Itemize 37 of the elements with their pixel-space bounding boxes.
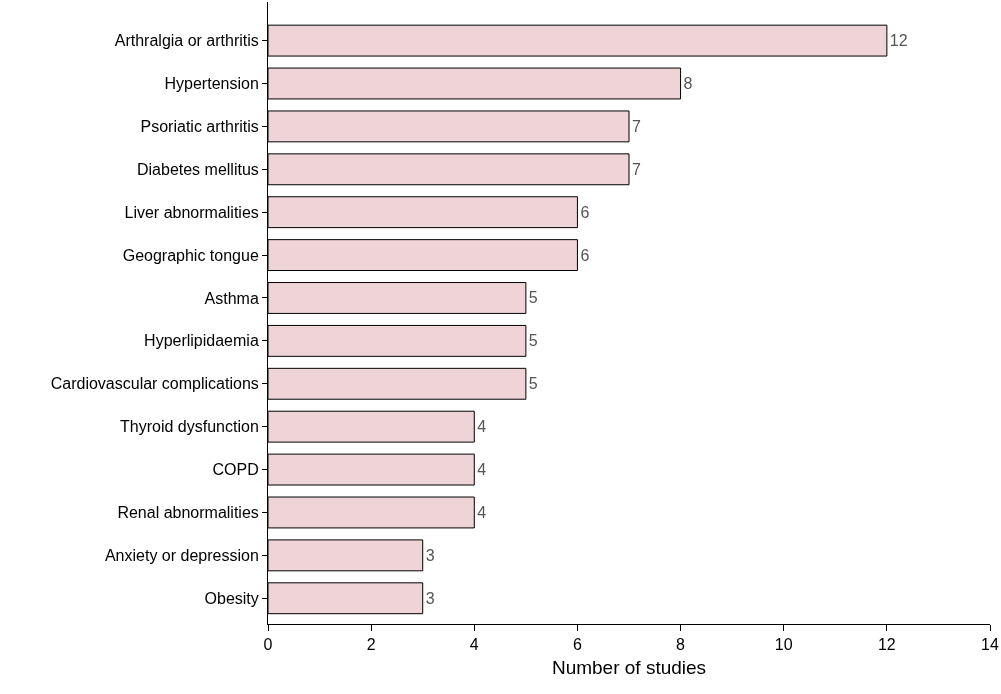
y-tick-label: Geographic tongue [122,246,259,264]
data-label: 8 [683,75,693,92]
y-tick-label: Anxiety or depression [104,546,259,564]
y-tick-label: Hypertension [164,75,259,93]
y-tick-label: Liver abnormalities [124,203,259,221]
data-label: 7 [632,160,641,178]
x-tick-label: 10 [774,636,793,654]
x-axis-title: Number of studies [551,657,707,678]
y-tick-label: Cardiovascular complications [50,375,259,393]
data-label: 7 [632,117,641,135]
data-label: 6 [580,246,590,264]
x-tick-label: 12 [877,636,896,654]
y-tick-label: Diabetes mellitus [136,160,259,178]
y-tick-label: Renal abnormalities [117,504,259,522]
data-label: 4 [477,461,487,479]
data-label: 5 [528,332,538,350]
data-label: 4 [477,418,487,436]
data-label: 12 [889,32,908,50]
data-label: 3 [425,546,435,564]
x-tick-label: 4 [469,636,479,654]
y-tick-label: Hyperlipidaemia [144,332,259,350]
y-tick-label: Thyroid dysfunction [120,418,259,436]
x-tick-label: 6 [572,636,582,654]
y-tick-label: Obesity [204,589,259,607]
x-tick-label: 8 [676,636,686,654]
x-tick-label: 14 [981,636,999,654]
x-tick-label: 0 [263,636,273,654]
y-tick-label: Asthma [204,289,259,307]
data-label: 6 [580,203,590,221]
data-label: 5 [528,289,538,307]
y-tick-label: Psoriatic arthritis [140,118,259,135]
y-tick-label: COPD [212,461,259,479]
data-label: 5 [528,375,538,393]
x-tick-label: 2 [366,636,376,654]
y-tick-label: Arthralgia or arthritis [114,32,259,50]
data-label: 4 [477,503,487,521]
data-label: 3 [425,589,435,607]
